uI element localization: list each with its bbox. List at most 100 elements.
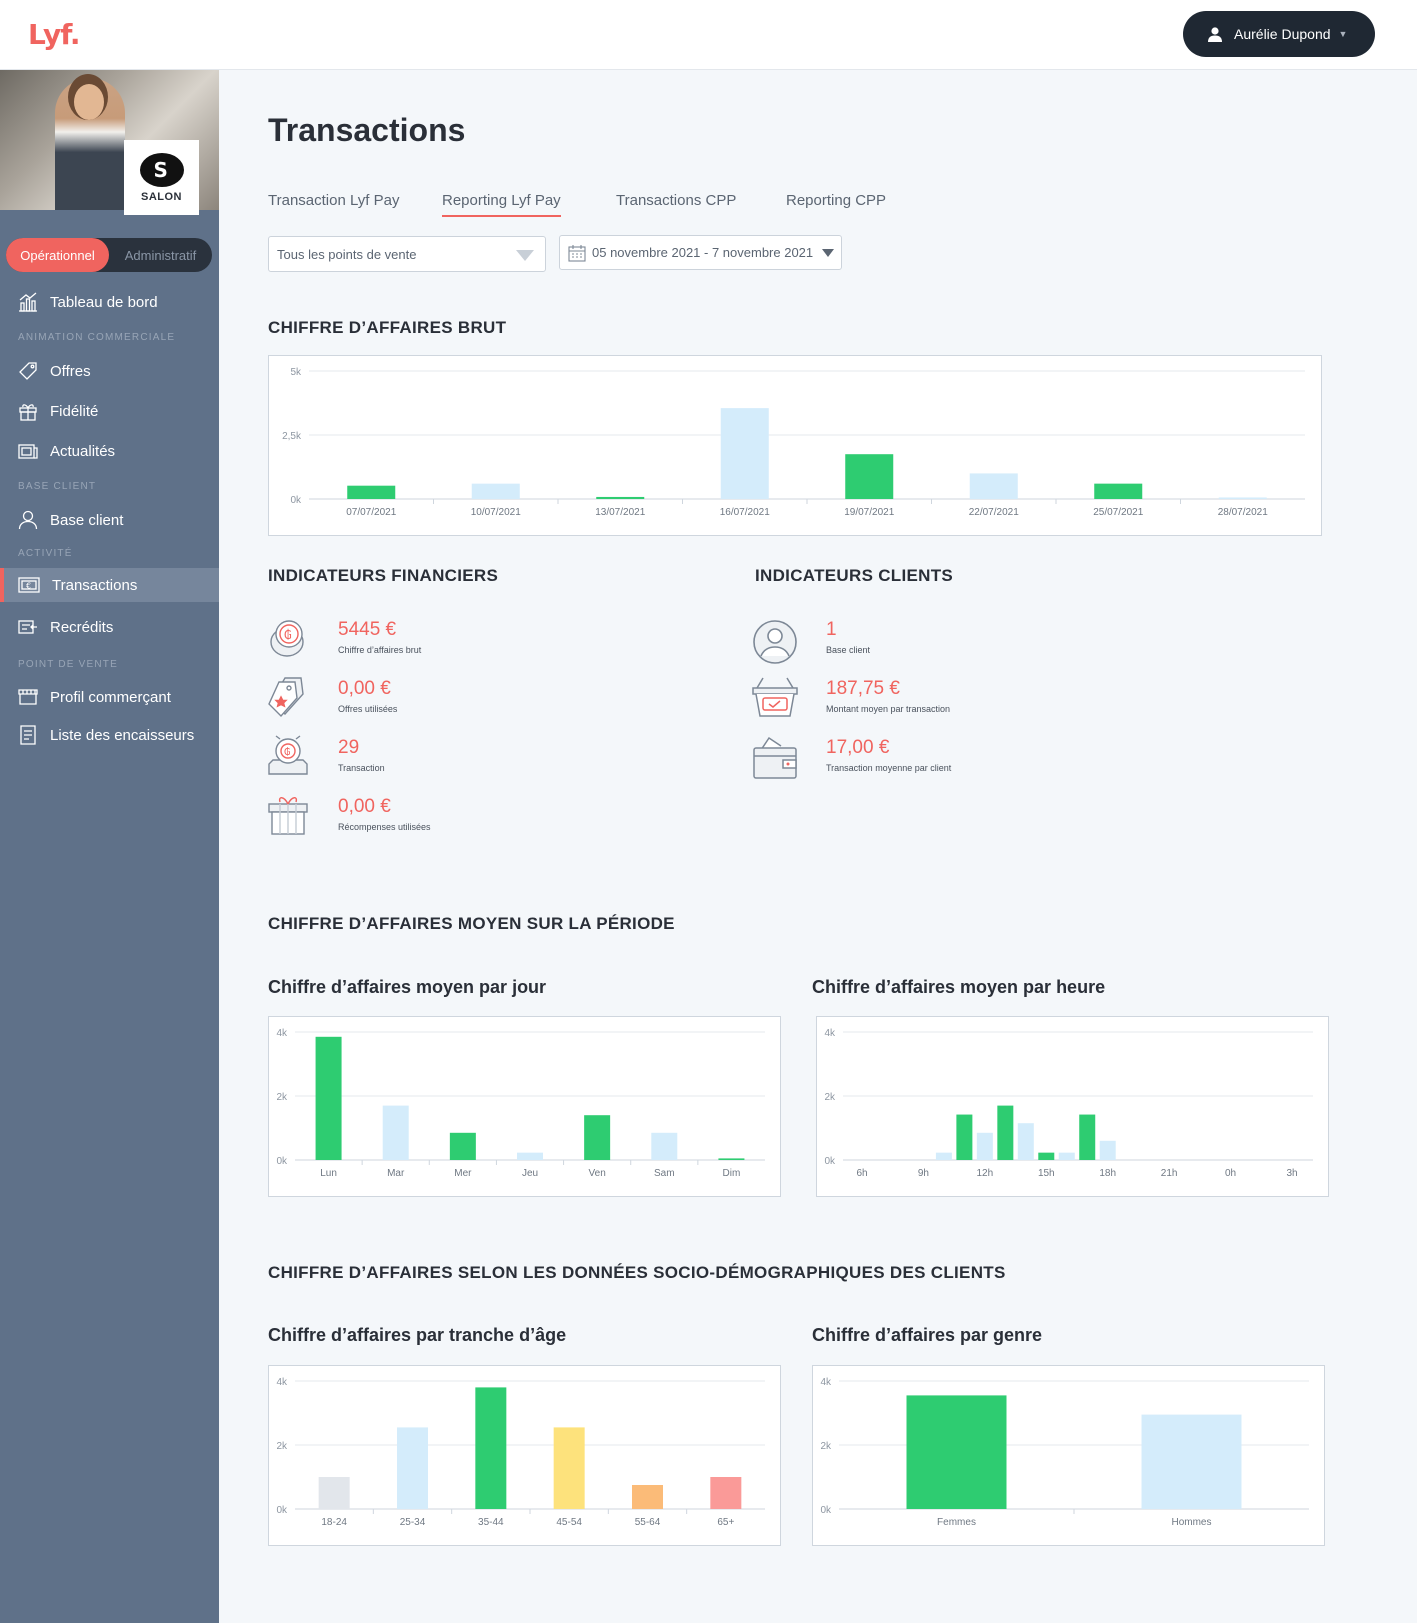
- sidebar-item-label: Transactions: [52, 576, 138, 594]
- gift-box-icon: [268, 797, 308, 835]
- x-tick-label: 35-44: [478, 1517, 504, 1528]
- top-bar: Lyf. Aurélie Dupond ▼: [0, 0, 1417, 70]
- sidebar-item-label: Liste des encaisseurs: [50, 726, 195, 744]
- x-tick-label: 10/07/2021: [471, 507, 521, 518]
- chart-bar: [956, 1114, 973, 1160]
- section-title-financial: INDICATEURS FINANCIERS: [268, 566, 499, 585]
- sidebar-item-loyalty[interactable]: Fidélité: [0, 394, 219, 428]
- mode-operational[interactable]: Opérationnel: [6, 238, 109, 272]
- date-range-select[interactable]: 05 novembre 2021 - 7 novembre 2021: [559, 235, 842, 270]
- x-tick-label: 45-54: [556, 1517, 582, 1528]
- list-document-icon: [20, 725, 36, 745]
- chart-day-svg: 4k 2k 0k Lun Mar Mer Jeu Ven Sam Dim: [276, 1028, 765, 1179]
- x-tick-label: 12h: [977, 1168, 994, 1179]
- kpi-client-base: 1 Base client: [826, 619, 870, 655]
- tab-reporting-cpp[interactable]: Reporting CPP: [786, 192, 887, 209]
- x-tick-label: 15h: [1038, 1168, 1055, 1179]
- subtitle-per-day: Chiffre d’affaires moyen par jour: [268, 977, 547, 997]
- sidebar-item-label: Actualités: [50, 442, 116, 460]
- calendar-icon: [568, 244, 586, 262]
- kpi-value: 17,00 €: [826, 737, 890, 758]
- kpi-avg-amount: 187,75 € Montant moyen par transaction: [826, 678, 950, 714]
- y-tick-label: 4k: [820, 1377, 832, 1388]
- svg-text:₲: ₲: [284, 628, 292, 642]
- chart-bar: [1079, 1114, 1096, 1160]
- date-range-value: 05 novembre 2021 - 7 novembre 2021: [592, 245, 814, 260]
- sidebar-item-transactions[interactable]: € Transactions: [0, 568, 219, 602]
- svg-text:€: €: [26, 582, 31, 591]
- sidebar-item-label: Recrédits: [50, 618, 114, 636]
- chart-bar: [471, 483, 520, 499]
- sidebar-section-pos: POINT DE VENTE: [18, 659, 118, 670]
- chart-bar: [632, 1485, 663, 1509]
- chart-bar: [1058, 1152, 1075, 1160]
- kpi-value: 5445 €: [338, 619, 397, 640]
- y-tick-label: 2,5k: [282, 431, 302, 442]
- sidebar-item-offers[interactable]: Offres: [0, 354, 219, 388]
- y-tick-label: 2k: [820, 1441, 832, 1452]
- x-tick-label: 16/07/2021: [720, 507, 770, 518]
- sidebar-item-merchant[interactable]: Profil commerçant: [0, 680, 219, 714]
- chart-bar: [969, 473, 1018, 499]
- x-tick-label: Dim: [723, 1168, 741, 1179]
- kpi-value: 1: [826, 619, 837, 640]
- y-tick-label: 4k: [276, 1028, 288, 1039]
- chart-bar: [553, 1427, 585, 1509]
- chart-gross-revenue: 5k 2,5k 0k 07/07/2021 10/07/2021 13/07/2021 16…: [268, 355, 1322, 536]
- x-tick-label: 65+: [717, 1517, 734, 1528]
- page-title: Transactions: [268, 112, 466, 148]
- mode-toggle[interactable]: Opérationnel Administratif: [6, 238, 212, 272]
- y-tick-label: 5k: [290, 367, 302, 378]
- kpi-label: Récompenses utilisées: [338, 822, 431, 832]
- sidebar-item-cashiers[interactable]: Liste des encaisseurs: [0, 718, 219, 752]
- kpi-label: Chiffre d’affaires brut: [338, 645, 422, 655]
- sidebar-item-dashboard[interactable]: Tableau de bord: [0, 285, 219, 319]
- lyf-logo[interactable]: Lyf.: [28, 18, 80, 51]
- y-tick-label: 2k: [276, 1441, 288, 1452]
- chart-bar: [347, 485, 396, 499]
- x-tick-label: 25/07/2021: [1093, 507, 1143, 518]
- x-tick-label: Sam: [654, 1168, 675, 1179]
- mode-administrative[interactable]: Administratif: [124, 247, 197, 263]
- chart-bar: [1017, 1123, 1034, 1160]
- kpi-value: 0,00 €: [338, 678, 391, 699]
- tab-reporting-lyf-pay[interactable]: Reporting Lyf Pay: [442, 192, 561, 217]
- chart-avg-per-hour: 4k 2k 0k 6h 9h 12h 15h 18h 21h 0h 3h: [816, 1016, 1329, 1197]
- y-tick-label: 2k: [824, 1092, 836, 1103]
- chart-bar: [710, 1477, 742, 1509]
- tab-transactions-cpp[interactable]: Transactions CPP: [616, 192, 737, 209]
- chart-bar: [1141, 1414, 1242, 1509]
- user-name: Aurélie Dupond: [1234, 26, 1331, 42]
- x-tick-label: Mar: [387, 1168, 405, 1179]
- sidebar-item-news[interactable]: Actualités: [0, 434, 219, 468]
- chevron-down-icon: ▼: [1338, 29, 1348, 39]
- y-tick-label: 4k: [276, 1377, 288, 1388]
- refund-icon: [18, 620, 37, 634]
- chart-bar: [315, 1036, 342, 1160]
- kpi-avg-per-client: 17,00 € Transaction moyenne par client: [826, 737, 951, 773]
- x-tick-label: Hommes: [1171, 1517, 1211, 1528]
- chart-bar: [935, 1152, 952, 1160]
- kpi-transactions: 29 Transaction: [338, 737, 385, 773]
- sidebar-item-refunds[interactable]: Recrédits: [0, 610, 219, 644]
- tab-transaction-lyf-pay[interactable]: Transaction Lyf Pay: [268, 192, 400, 209]
- pos-select[interactable]: Tous les points de vente: [268, 236, 546, 272]
- x-tick-label: 25-34: [400, 1517, 426, 1528]
- chart-bar: [584, 1115, 611, 1160]
- x-tick-label: 18-24: [321, 1517, 347, 1528]
- x-tick-label: 0h: [1225, 1168, 1236, 1179]
- chart-bar: [718, 1158, 745, 1160]
- kpi-label: Transaction moyenne par client: [826, 763, 952, 773]
- wallet-icon: [753, 736, 797, 779]
- sidebar-item-clients[interactable]: Base client: [0, 503, 219, 537]
- chevron-down-icon: [516, 250, 534, 261]
- user-circle-icon: [753, 620, 797, 664]
- chart-bar: [517, 1152, 543, 1160]
- kpi-gross-revenue: 5445 € Chiffre d’affaires brut: [338, 619, 421, 655]
- sidebar-item-label: Profil commerçant: [50, 688, 171, 706]
- kpi-label: Offres utilisées: [338, 704, 398, 714]
- chart-bar: [1094, 483, 1143, 499]
- tags-icon: [268, 677, 304, 718]
- bar-chart-icon: [19, 292, 37, 312]
- user-menu-button[interactable]: Aurélie Dupond ▼: [1183, 11, 1375, 57]
